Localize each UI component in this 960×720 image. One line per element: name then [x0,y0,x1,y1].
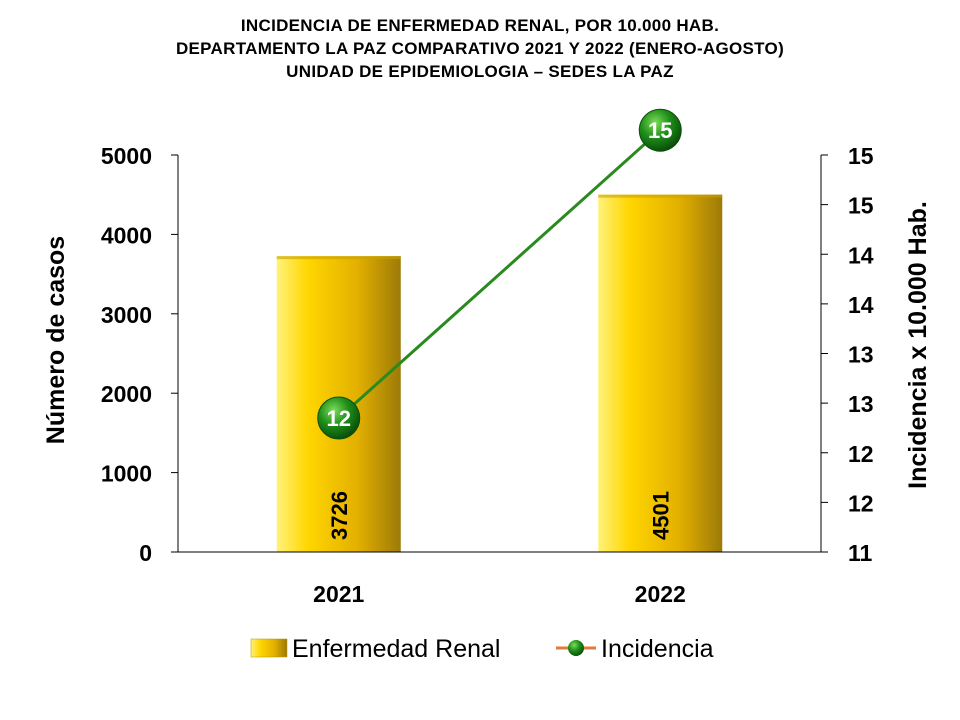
right-tick-label: 13 [848,342,874,368]
x-tick-label: 2021 [313,581,364,607]
right-tick-label: 14 [848,242,874,268]
left-axis-title: Número de casos [42,236,70,444]
left-tick-label: 4000 [101,222,152,248]
left-axis: 0 1000 2000 3000 4000 5000 [101,143,179,566]
chart-title: INCIDENCIA DE ENFERMEDAD RENAL, POR 10.0… [0,14,960,83]
incidence-marker [638,108,682,152]
left-tick-label: 5000 [101,143,152,169]
title-line-2: DEPARTAMENTO LA PAZ COMPARATIVO 2021 Y 2… [175,39,785,58]
right-axis-title: Incidencia x 10.000 Hab. [904,201,932,489]
right-axis: 11 12 12 13 13 14 14 15 15 [820,143,874,566]
right-tick-label: 15 [848,143,874,169]
line-series: 12 15 [317,108,682,440]
bar-series: 3726 4501 [276,194,723,552]
x-axis: 2021 2022 [178,551,821,607]
title-line-1: INCIDENCIA DE ENFERMEDAD RENAL, POR 10.0… [240,16,720,35]
title-line-3: UNIDAD DE EPIDEMIOLOGIA – SEDES LA PAZ [286,62,674,81]
bar-top-edge [276,256,401,260]
bar-value-label: 4501 [648,491,673,540]
legend-label-line: Incidencia [601,635,714,663]
right-tick-label: 12 [848,490,874,516]
legend-label-bar: Enfermedad Renal [292,635,500,663]
right-tick-label: 14 [848,292,874,318]
right-tick-label: 15 [848,193,874,219]
right-tick-label: 13 [848,391,874,417]
left-tick-label: 3000 [101,302,152,328]
bar-value-label: 3726 [327,491,352,540]
bar-2022 [598,194,723,552]
incidence-value-label: 12 [327,406,351,431]
right-tick-label: 12 [848,441,874,467]
legend-swatch-bar [250,638,288,658]
right-tick-label: 11 [848,540,873,566]
bar-top-edge [598,194,723,198]
incidence-value-label: 15 [648,118,672,143]
left-tick-label: 2000 [101,381,152,407]
x-tick-label: 2022 [635,581,686,607]
legend: Enfermedad Renal Incidencia [250,635,714,663]
left-tick-label: 0 [139,540,152,566]
incidence-marker [317,396,361,440]
left-tick-label: 1000 [101,461,152,487]
incidence-line [337,129,662,420]
legend-swatch-marker [568,640,584,656]
